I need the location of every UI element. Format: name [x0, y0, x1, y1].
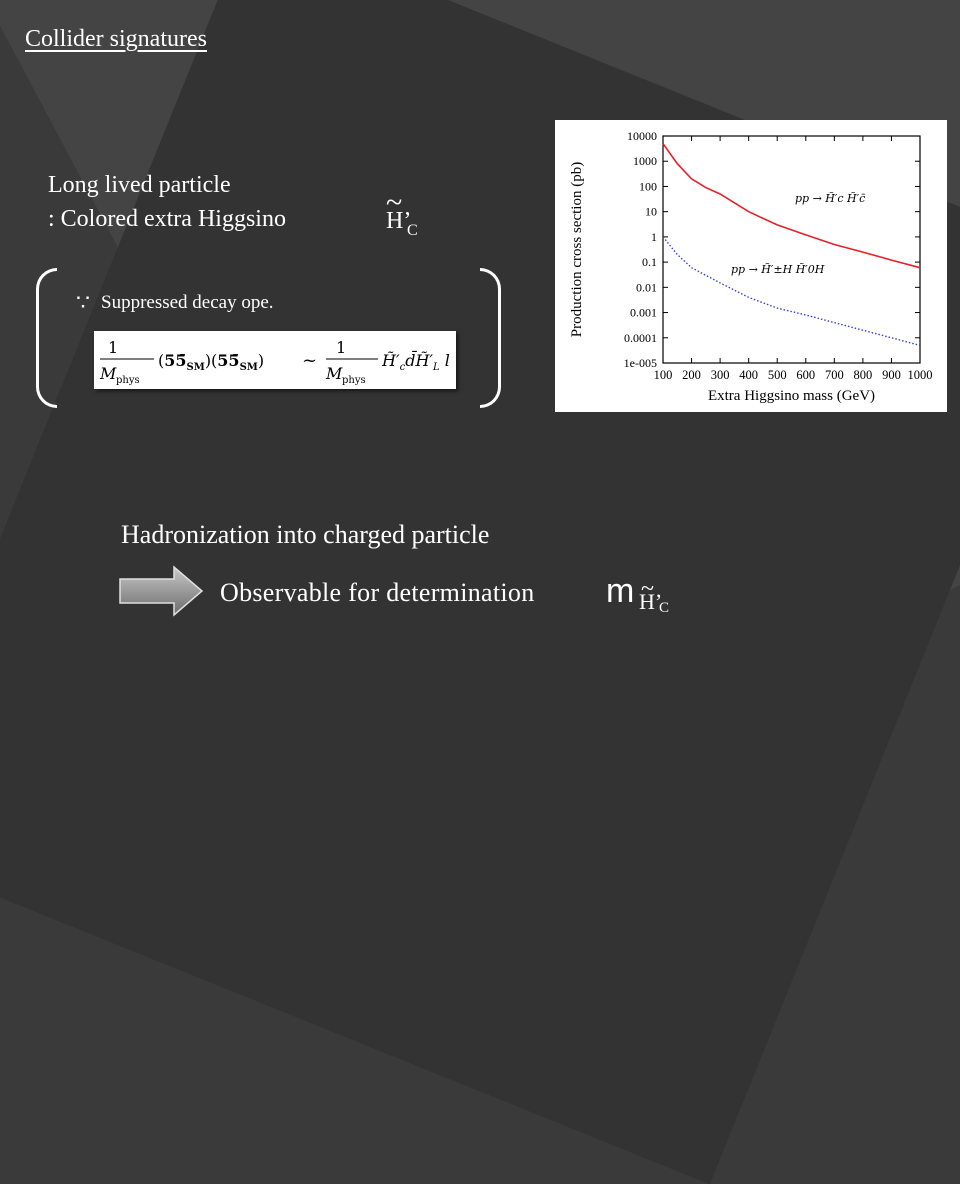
long-lived-particle-text: Long lived particle : Colored extra Higg…: [48, 168, 286, 236]
svg-text:1: 1: [336, 338, 346, 357]
formula-den-left: M: [99, 364, 117, 383]
symbol-c: C: [407, 222, 418, 239]
right-parenthesis: [480, 268, 501, 408]
formula-num-left: 1: [108, 338, 118, 357]
x-tick-label: 1000: [908, 368, 933, 382]
y-tick-label: 10000: [627, 129, 657, 143]
left-parenthesis: [36, 268, 57, 408]
y-tick-label: 0.01: [636, 280, 657, 294]
x-tick-label: 100: [654, 368, 673, 382]
y-axis-label: Production cross section (pb): [569, 162, 585, 337]
x-tick-label: 900: [882, 368, 901, 382]
because-symbol: ∵: [76, 290, 90, 315]
y-tick-label: 0.1: [642, 255, 657, 269]
x-tick-label: 700: [825, 368, 844, 382]
x-tick-label: 800: [854, 368, 873, 382]
cross-section-chart: 10000 1000 100 10 1 0.1 0.01 0.001 0.0001 1e-005 1…: [555, 120, 947, 412]
formula-tail: H̃′cd̄H̃′L l: [381, 349, 450, 373]
x-tick-label: 600: [796, 368, 815, 382]
x-axis-label: Extra Higgsino mass (GeV): [708, 388, 875, 404]
observable-text: Observable for determination: [220, 578, 535, 607]
x-tick-label: 300: [711, 368, 730, 382]
llp-line-1: Long lived particle: [48, 172, 231, 198]
llp-line-2: : Colored extra Higgsino: [48, 206, 286, 232]
x-tick-label: 400: [739, 368, 758, 382]
legend-label-neutral: pp → H̃′±H H̃′0H: [731, 263, 825, 276]
y-tick-label: 100: [639, 179, 657, 193]
svg-text:phys: phys: [342, 375, 366, 386]
svg-text:M: M: [325, 364, 343, 383]
chart-svg: 1000010001001010.10.010.0010.00011e-0051…: [569, 129, 933, 404]
formula-svg: 1 M phys (55̄SM)(55̄SM) ~ 1 M phys H̃′cd…: [99, 338, 450, 386]
hadronization-text: Hadronization into charged particle: [121, 520, 490, 549]
y-tick-label: 0.0001: [624, 331, 657, 345]
mass-symbol-h: H’: [639, 589, 663, 614]
legend-label-colored: pp → H̃′c H̃′c̄: [795, 192, 866, 205]
tilde-mark: ~: [386, 186, 403, 219]
plot-frame: [662, 135, 921, 364]
y-tick-label: 1000: [633, 154, 657, 168]
formula-factors: (55̄SM)(55̄SM): [158, 351, 264, 373]
y-tick-label: 1e-005: [624, 356, 657, 370]
mass-tilde: ~: [641, 576, 654, 602]
symbol-h: H’: [386, 208, 412, 234]
series-line-1: [662, 236, 921, 347]
svg-text:phys: phys: [116, 375, 140, 386]
y-tick-label: 1: [651, 230, 657, 244]
y-tick-label: 0.001: [630, 306, 657, 320]
decay-operator-formula: 1 M phys (55̄SM)(55̄SM) ~ 1 M phys H̃′cd…: [94, 331, 456, 389]
slide-heading: Collider signatures: [25, 26, 207, 52]
mass-symbol-m: m: [606, 572, 635, 610]
series-line-0: [662, 143, 921, 269]
mass-symbol-c: C: [659, 600, 670, 616]
y-tick-label: 10: [645, 205, 657, 219]
decay-operator-text: Suppressed decay ope.: [101, 292, 274, 313]
x-tick-label: 500: [768, 368, 787, 382]
formula-sim: ~: [302, 350, 317, 371]
x-tick-label: 200: [682, 368, 701, 382]
right-arrow-icon: [119, 565, 204, 617]
